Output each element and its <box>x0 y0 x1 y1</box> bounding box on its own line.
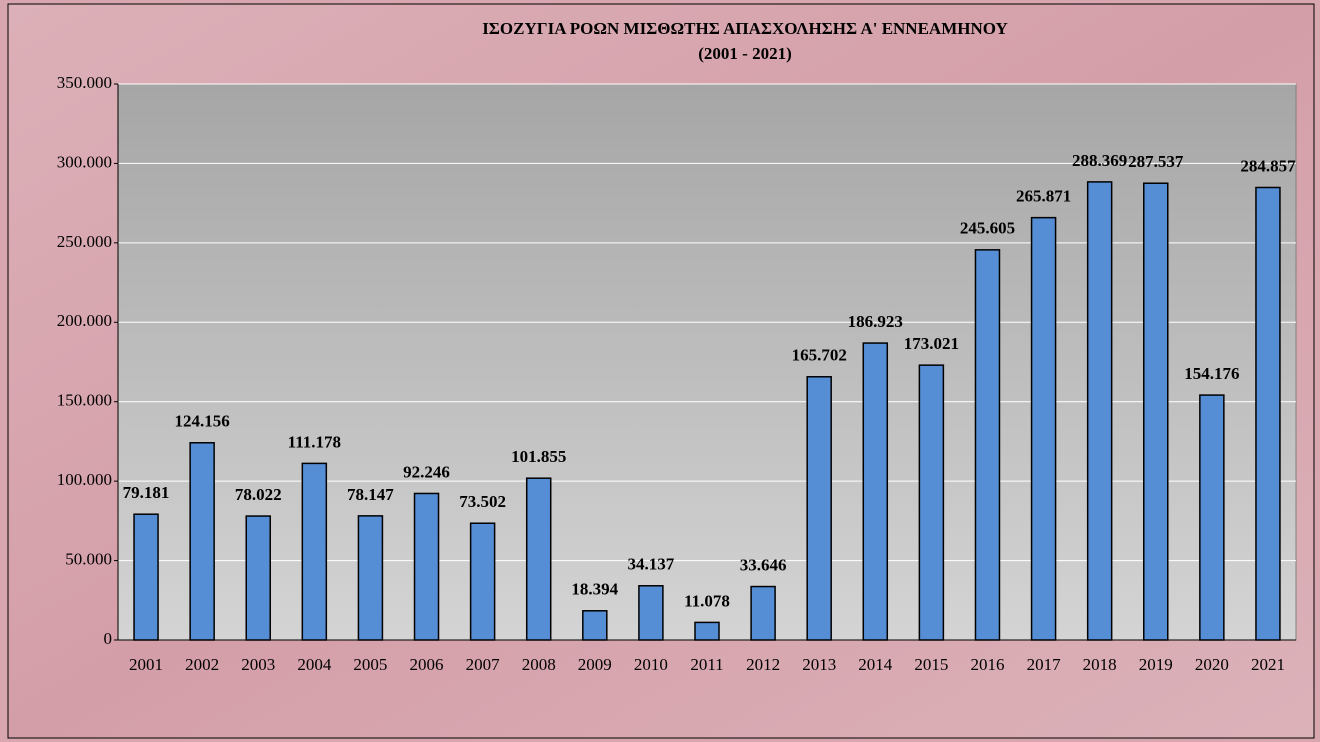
value-label: 92.246 <box>403 462 450 481</box>
x-tick-label: 2014 <box>858 655 893 674</box>
value-label: 79.181 <box>123 483 170 502</box>
value-label: 265.871 <box>1016 187 1071 206</box>
value-label: 288.369 <box>1072 151 1127 170</box>
y-tick-label: 200.000 <box>57 311 112 330</box>
bar <box>245 515 271 641</box>
value-label: 11.078 <box>684 591 730 610</box>
bar <box>638 585 664 641</box>
bar <box>806 376 832 641</box>
x-tick-label: 2011 <box>690 655 723 674</box>
x-tick-label: 2018 <box>1083 655 1117 674</box>
bar <box>974 249 1001 641</box>
y-tick-label: 100.000 <box>57 470 112 489</box>
bar <box>918 364 945 641</box>
value-label: 284.857 <box>1240 156 1296 175</box>
x-tick-label: 2008 <box>522 655 556 674</box>
chart-subtitle: (2001 - 2021) <box>698 44 791 63</box>
x-tick-label: 2021 <box>1251 655 1285 674</box>
bar <box>694 621 720 641</box>
value-label: 245.605 <box>960 219 1015 238</box>
value-label: 78.147 <box>347 485 394 504</box>
y-tick-label: 0 <box>104 629 113 648</box>
value-label: 18.394 <box>571 580 618 599</box>
value-label: 111.178 <box>288 432 341 451</box>
bar <box>525 477 552 641</box>
x-tick-label: 2013 <box>802 655 836 674</box>
x-tick-label: 2003 <box>241 655 275 674</box>
bar <box>133 513 159 641</box>
y-tick-label: 250.000 <box>57 232 112 251</box>
x-tick-label: 2004 <box>297 655 332 674</box>
bar <box>357 515 384 641</box>
value-label: 186.923 <box>848 312 903 331</box>
value-label: 124.156 <box>175 412 230 431</box>
value-label: 33.646 <box>740 555 787 574</box>
y-tick-label: 50.000 <box>65 549 112 568</box>
bar <box>862 342 889 641</box>
x-tick-label: 2001 <box>129 655 163 674</box>
value-label: 73.502 <box>459 492 506 511</box>
x-tick-label: 2009 <box>578 655 612 674</box>
x-tick-label: 2005 <box>353 655 387 674</box>
x-tick-label: 2020 <box>1195 655 1229 674</box>
bar <box>301 462 328 641</box>
value-label: 287.537 <box>1128 152 1184 171</box>
x-tick-label: 2012 <box>746 655 780 674</box>
value-label: 101.855 <box>511 447 566 466</box>
bar <box>582 610 608 641</box>
bar <box>413 492 440 641</box>
bar <box>750 585 776 641</box>
bar <box>1030 216 1057 641</box>
x-tick-label: 2015 <box>914 655 948 674</box>
bar <box>469 522 496 641</box>
value-label: 154.176 <box>1184 364 1239 383</box>
bar <box>1086 181 1113 641</box>
x-tick-label: 2006 <box>410 655 444 674</box>
x-tick-label: 2017 <box>1027 655 1062 674</box>
bar <box>1199 394 1225 641</box>
bar <box>1255 186 1281 641</box>
y-tick-label: 150.000 <box>57 391 112 410</box>
x-tick-label: 2010 <box>634 655 668 674</box>
x-tick-label: 2007 <box>466 655 501 674</box>
value-label: 165.702 <box>792 346 847 365</box>
y-tick-label: 300.000 <box>57 152 112 171</box>
value-label: 173.021 <box>904 334 959 353</box>
value-label: 34.137 <box>628 555 675 574</box>
y-tick-label: 350.000 <box>57 73 112 92</box>
bar <box>189 442 215 641</box>
x-tick-label: 2016 <box>970 655 1004 674</box>
chart-title: ΙΣΟΖΥΓΙΑ ΡΟΩΝ ΜΙΣΘΩΤΗΣ ΑΠΑΣΧΟΛΗΣΗΣ Α' ΕΝ… <box>482 19 1008 38</box>
x-tick-label: 2002 <box>185 655 219 674</box>
bar <box>1143 182 1169 641</box>
value-label: 78.022 <box>235 485 282 504</box>
x-tick-label: 2019 <box>1139 655 1173 674</box>
